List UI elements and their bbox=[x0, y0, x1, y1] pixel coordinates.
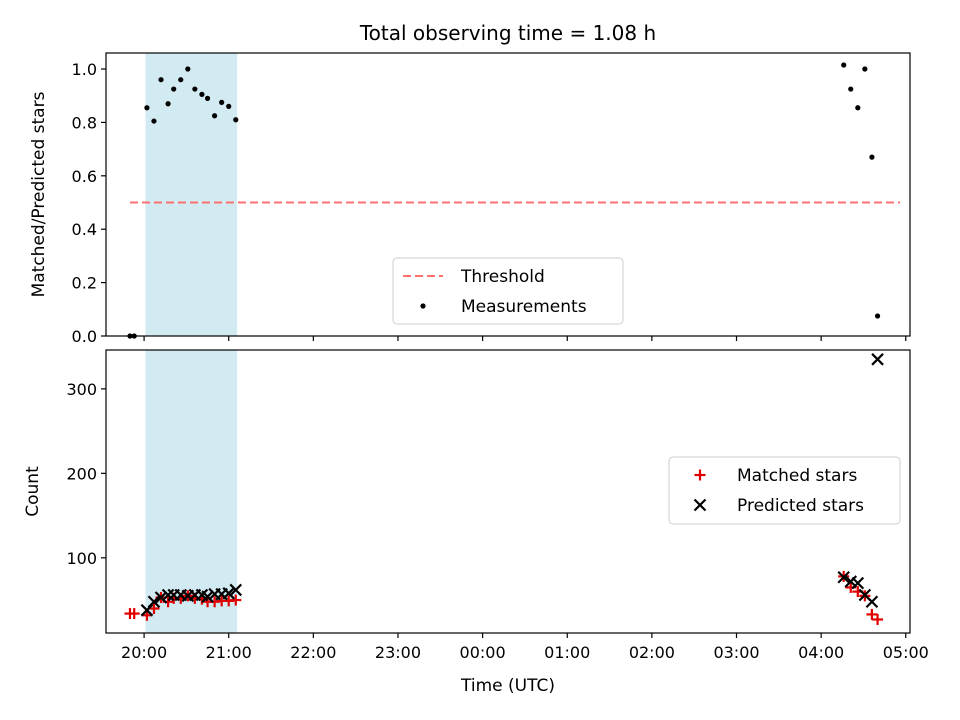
measurement-point bbox=[841, 62, 847, 68]
measurement-point bbox=[165, 101, 171, 107]
x-tick-label: 00:00 bbox=[460, 643, 506, 662]
top-y-tick-label: 0.8 bbox=[72, 113, 97, 132]
x-tick-label: 22:00 bbox=[290, 643, 336, 662]
predicted-star-point bbox=[147, 595, 161, 609]
measurement-point bbox=[158, 77, 164, 83]
matched-star-point bbox=[148, 603, 160, 615]
legend-predicted-swatch bbox=[693, 498, 707, 512]
bottom-legend: Matched stars Predicted stars bbox=[668, 456, 901, 525]
predicted-star-point bbox=[837, 570, 850, 584]
measurement-point bbox=[199, 91, 205, 97]
legend-measurements-swatch bbox=[420, 303, 426, 309]
bottom-y-tick-label: 300 bbox=[66, 380, 97, 399]
x-tick-label: 20:00 bbox=[121, 643, 167, 662]
predicted-star-point bbox=[222, 587, 235, 600]
measurement-point bbox=[219, 99, 225, 105]
x-tick-label: 03:00 bbox=[713, 643, 759, 662]
x-axis-label: Time (UTC) bbox=[460, 676, 555, 696]
top-y-tick-label: 0.0 bbox=[72, 327, 97, 346]
predicted-star-point bbox=[154, 591, 168, 604]
measurement-point bbox=[848, 86, 854, 92]
top-y-tick-label: 0.2 bbox=[72, 274, 97, 293]
top-y-tick-label: 1.0 bbox=[72, 60, 97, 79]
top-y-ticks: 0.0 0.2 0.4 0.6 0.8 1.0 bbox=[72, 60, 106, 346]
predicted-star-point bbox=[871, 353, 884, 366]
top-highlight-span bbox=[145, 53, 238, 336]
measurement-point bbox=[233, 117, 239, 123]
legend-plus-marker bbox=[694, 469, 706, 481]
predicted-star-point bbox=[161, 588, 175, 602]
top-y-tick-label: 0.4 bbox=[72, 220, 97, 239]
x-tick-label: 01:00 bbox=[544, 643, 590, 662]
legend-predicted-label: Predicted stars bbox=[737, 496, 864, 516]
legend-measurements-label: Measurements bbox=[461, 297, 587, 317]
bottom-x-ticks: 20:00 21:00 22:00 23:00 00:00 01:00 02:00 03:00… bbox=[121, 633, 929, 662]
measurement-point bbox=[192, 86, 198, 92]
matched-star-point bbox=[128, 608, 140, 620]
measurement-point bbox=[862, 66, 868, 72]
top-axes: 0.0 0.2 0.4 0.6 0.8 1.0 Matched/Predicted sta… bbox=[29, 52, 911, 346]
bottom-y-tick-label: 200 bbox=[66, 464, 97, 483]
measurement-point bbox=[212, 113, 218, 119]
measurement-point bbox=[144, 105, 150, 111]
measurement-point bbox=[178, 77, 184, 83]
measurement-point bbox=[185, 66, 191, 72]
top-y-axis-label: Matched/Predicted stars bbox=[29, 91, 49, 297]
measurement-point bbox=[869, 154, 875, 160]
predicted-star-point bbox=[865, 595, 879, 609]
legend-threshold-label: Threshold bbox=[460, 267, 545, 287]
matched-star-point bbox=[230, 594, 242, 606]
legend-matched-label: Matched stars bbox=[737, 466, 857, 486]
predicted-star-point bbox=[201, 590, 214, 603]
bottom-y-ticks: 100 200 300 bbox=[66, 380, 106, 568]
bottom-highlight-span bbox=[145, 350, 238, 633]
measurement-point bbox=[226, 103, 232, 109]
top-legend-box bbox=[392, 257, 624, 325]
predicted-star-point bbox=[851, 576, 865, 590]
count-points bbox=[124, 353, 884, 625]
matched-star-point bbox=[866, 608, 878, 620]
bottom-y-axis-label: Count bbox=[23, 466, 43, 517]
measurement-point bbox=[874, 313, 881, 319]
bottom-y-tick-label: 100 bbox=[66, 549, 97, 568]
top-x-ticks bbox=[143, 336, 907, 341]
matched-star-point bbox=[872, 613, 884, 625]
top-y-tick-label: 0.6 bbox=[72, 167, 97, 186]
chart-title: Total observing time = 1.08 h bbox=[359, 21, 656, 45]
legend-x-marker bbox=[693, 498, 707, 512]
x-tick-label: 23:00 bbox=[375, 643, 421, 662]
x-tick-label: 04:00 bbox=[798, 643, 844, 662]
top-axes-frame bbox=[105, 52, 911, 337]
measurement-point bbox=[171, 86, 177, 92]
x-tick-label: 05:00 bbox=[883, 643, 929, 662]
measurement-point bbox=[855, 105, 861, 111]
x-tick-label: 02:00 bbox=[629, 643, 675, 662]
legend-matched-swatch bbox=[694, 469, 706, 481]
top-legend: Threshold Measurements bbox=[392, 257, 624, 325]
measurement-point bbox=[204, 95, 211, 101]
predicted-star-point bbox=[229, 583, 243, 597]
bottom-legend-box bbox=[668, 456, 901, 525]
bottom-axes: 100 200 300 20:00 21:00 22:00 23:00 00:00 01:00… bbox=[23, 349, 929, 696]
measurement-point bbox=[151, 118, 157, 124]
x-tick-label: 21:00 bbox=[206, 643, 252, 662]
bottom-axes-frame bbox=[105, 349, 911, 634]
